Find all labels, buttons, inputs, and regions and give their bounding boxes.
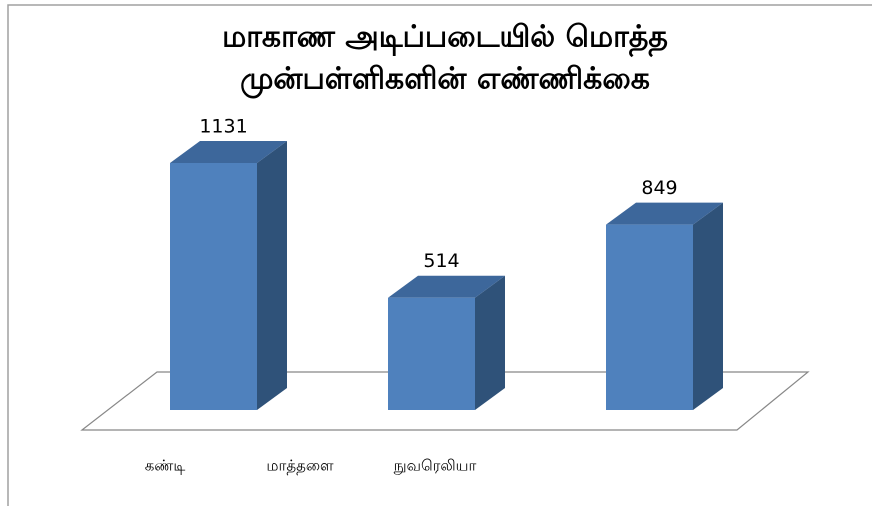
- bar-side: [693, 202, 723, 410]
- bar: [388, 275, 505, 410]
- x-tick-label: மாத்தளை: [266, 457, 334, 475]
- bar-top: [388, 275, 505, 298]
- value-label: 1131: [199, 116, 247, 138]
- value-label: 849: [641, 177, 677, 199]
- chart-title: மாகாண அடிப்படையில் மொத்த: [222, 20, 668, 58]
- value-label: 514: [423, 250, 459, 272]
- bar-front: [388, 297, 475, 410]
- bar-side: [257, 141, 287, 410]
- bar-top: [170, 141, 287, 163]
- chart-title: முன்பள்ளிகளின் எண்ணிக்கை: [240, 62, 650, 99]
- bar: [606, 202, 723, 410]
- chart-border: [7, 4, 872, 506]
- bar-side: [475, 275, 505, 410]
- bar-top: [606, 202, 723, 225]
- bar-front: [606, 224, 693, 410]
- x-tick-label: நுவரெலியா: [394, 457, 477, 475]
- bar: [170, 141, 287, 410]
- bar-front: [170, 163, 257, 410]
- x-tick-label: கண்டி: [145, 457, 186, 475]
